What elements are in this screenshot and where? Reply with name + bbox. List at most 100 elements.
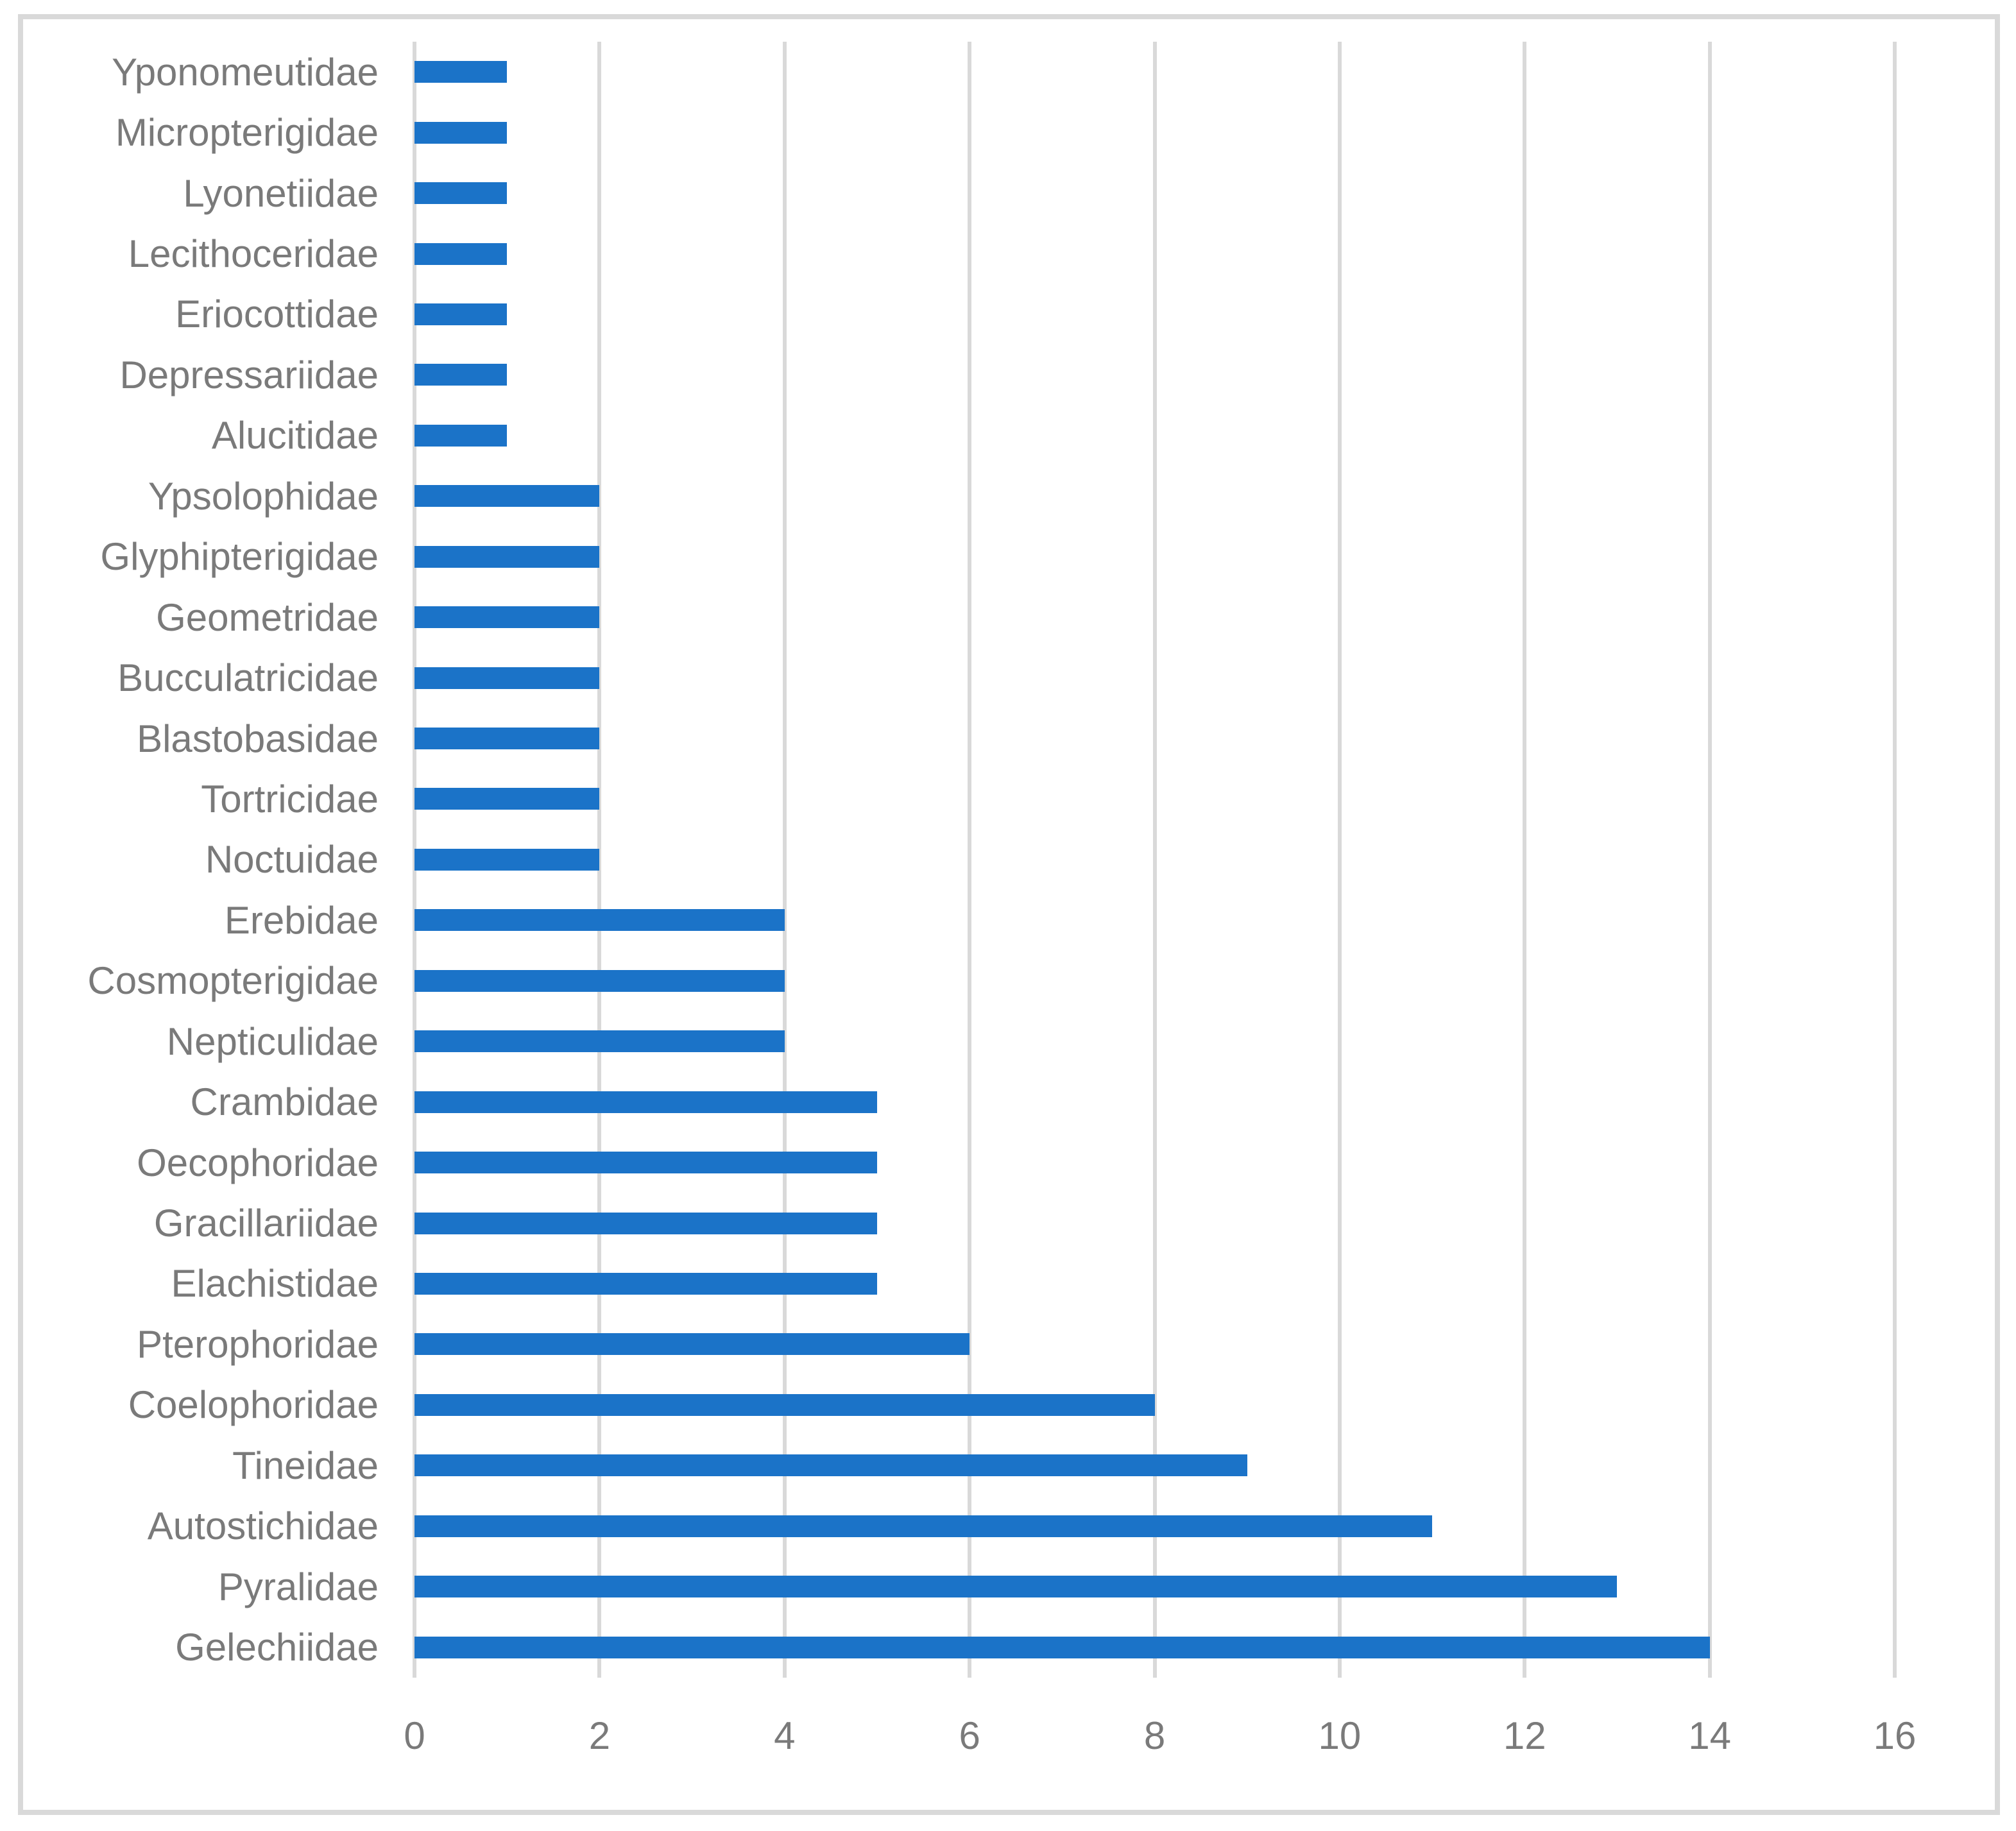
category-label: Erebidae (224, 898, 379, 942)
x-tick-label: 16 (1873, 1714, 1917, 1757)
bar-row (414, 890, 1895, 950)
bar-pyralidae (414, 1576, 1618, 1598)
bar-row (414, 102, 1895, 162)
category-label: Depressariidae (119, 353, 379, 396)
bar-row (414, 1071, 1895, 1132)
category-label: Gelechiidae (175, 1626, 379, 1669)
bar-alucitidae (414, 424, 508, 447)
x-tick-label: 4 (774, 1714, 796, 1757)
gridline-16 (1893, 42, 1897, 1678)
bar-autostichidae (414, 1515, 1433, 1537)
bar-row (414, 1496, 1895, 1556)
bar-ypsolophidae (414, 485, 600, 507)
bar-oecophoridae (414, 1152, 877, 1174)
bar-gelechiidae (414, 1636, 1710, 1658)
bar-lyonetiidae (414, 182, 508, 205)
category-label: Lyonetiidae (183, 171, 379, 215)
category-label: Cosmopterigidae (87, 959, 379, 1003)
bar-tineidae (414, 1454, 1247, 1477)
bar-row (414, 1011, 1895, 1071)
category-label: Elachistidae (171, 1262, 379, 1306)
category-label: Tineidae (232, 1444, 379, 1487)
bar-erebidae (414, 909, 785, 932)
category-label: Crambidae (190, 1080, 379, 1124)
category-label: Ypsolophidae (148, 474, 379, 518)
bar-row (414, 1435, 1895, 1495)
bar-glyphipterigidae (414, 545, 600, 568)
gridline-2 (597, 42, 602, 1678)
gridline-10 (1337, 42, 1342, 1678)
y-axis-category-labels: Yponomeutidae Micropterigidae Lyonetiidae L… (26, 42, 379, 1678)
bar-row (414, 830, 1895, 890)
bar-cosmopterigidae (414, 969, 785, 992)
bar-blastobasidae (414, 728, 600, 750)
bar-geometridae (414, 606, 600, 629)
bar-row (414, 1556, 1895, 1617)
bar-coelophoridae (414, 1393, 1155, 1416)
bar-row (414, 527, 1895, 587)
category-label: Nepticulidae (166, 1019, 379, 1063)
category-label: Alucitidae (211, 414, 379, 457)
bar-row (414, 405, 1895, 466)
bar-row (414, 223, 1895, 284)
bar-row (414, 1314, 1895, 1374)
gridline-12 (1523, 42, 1527, 1678)
x-tick-label: 0 (404, 1714, 425, 1757)
bar-row (414, 1617, 1895, 1677)
bar-row (414, 284, 1895, 345)
bar-row (414, 951, 1895, 1011)
category-label: Noctuidae (205, 838, 379, 881)
category-label: Autostichidae (147, 1504, 379, 1548)
bar-row (414, 345, 1895, 405)
x-tick-label: 6 (959, 1714, 980, 1757)
bar-lecithoceridae (414, 243, 508, 265)
bar-series (414, 42, 1895, 1678)
category-label: Lecithoceridae (128, 232, 379, 276)
bar-depressariidae (414, 364, 508, 386)
category-label: Geometridae (156, 595, 379, 639)
category-label: Eriocottidae (175, 293, 379, 336)
category-label: Blastobasidae (137, 717, 379, 760)
bar-gracillariidae (414, 1212, 877, 1234)
gridline-8 (1152, 42, 1157, 1678)
bar-row (414, 1375, 1895, 1435)
category-label: Tortricidae (201, 777, 379, 821)
bar-micropterigidae (414, 121, 508, 144)
chart-border (18, 14, 2000, 1815)
bar-row (414, 42, 1895, 102)
bar-row (414, 1254, 1895, 1314)
category-label: Oecophoridae (137, 1141, 379, 1184)
x-tick-label: 2 (588, 1714, 611, 1757)
plot-area (413, 42, 1897, 1678)
bar-nepticulidae (414, 1030, 785, 1053)
category-label: Coelophoridae (128, 1383, 379, 1427)
gridline-6 (968, 42, 972, 1678)
bar-row (414, 708, 1895, 769)
bar-crambidae (414, 1091, 877, 1113)
category-label: Yponomeutidae (112, 50, 379, 94)
category-label: Bucculatricidae (117, 656, 379, 700)
gridline-4 (782, 42, 787, 1678)
bar-noctuidae (414, 848, 600, 871)
bar-row (414, 1193, 1895, 1253)
category-label: Micropterigidae (115, 111, 379, 155)
category-label: Pterophoridae (137, 1322, 379, 1366)
bar-yponomeutidae (414, 61, 508, 83)
bar-row (414, 647, 1895, 708)
gridline-14 (1707, 42, 1712, 1678)
bar-row (414, 587, 1895, 647)
bar-row (414, 466, 1895, 526)
x-tick-label: 8 (1143, 1714, 1166, 1757)
x-tick-label: 14 (1688, 1714, 1731, 1757)
x-tick-label: 10 (1318, 1714, 1362, 1757)
bar-bucculatricidae (414, 667, 600, 689)
bar-eriocottidae (414, 303, 508, 325)
category-label: Gracillariidae (153, 1202, 379, 1245)
category-label: Glyphipterigidae (100, 535, 379, 579)
bar-row (414, 1132, 1895, 1193)
bar-tortricidae (414, 788, 600, 810)
category-label: Pyralidae (218, 1565, 379, 1608)
x-axis-tick-labels: 0 2 4 6 8 10 12 14 16 (404, 1714, 1916, 1775)
bar-row (414, 163, 1895, 223)
